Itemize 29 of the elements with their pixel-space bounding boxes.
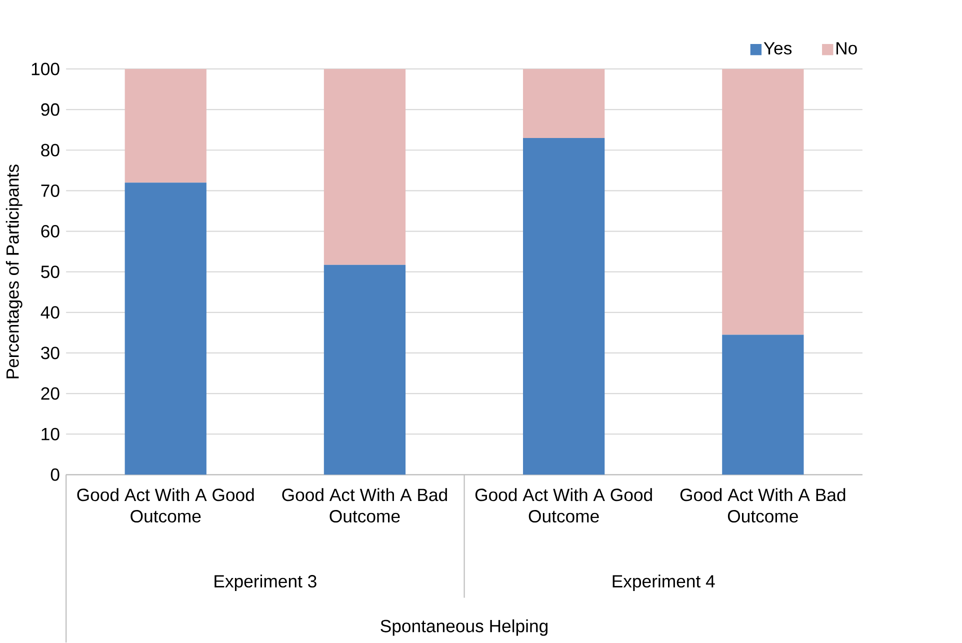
bar: [324, 264, 406, 475]
y-tick-label: 50: [41, 266, 60, 278]
y-tick-label: 30: [41, 346, 60, 360]
x-tick-label: Good Act With A Good Outcome: [475, 488, 652, 522]
bar: [324, 68, 406, 265]
bar: [722, 68, 804, 335]
bar: [124, 68, 206, 183]
bar: [523, 68, 605, 138]
legend-label: No: [836, 42, 857, 54]
y-tick-label: 90: [41, 103, 60, 116]
bar: [722, 334, 804, 475]
y-axis-title: Percentages of Participants: [6, 164, 22, 378]
bar: [523, 138, 605, 475]
y-tick-label: 80: [41, 144, 60, 156]
x-tick-label: Good Act With A Good Outcome: [77, 488, 254, 522]
x-tick-label: Good Act With A Bad Outcome: [680, 488, 846, 522]
text: Experiment 4: [612, 574, 715, 592]
text: Spontaneous Helping: [380, 619, 548, 636]
y-tick-label: 20: [41, 387, 60, 400]
bar: [124, 182, 206, 475]
y-tick-label: 100: [32, 62, 60, 76]
x-tick-label: Good Act With A Bad Outcome: [282, 488, 447, 522]
y-tick-label: 10: [42, 428, 60, 440]
y-tick-label: 0: [50, 468, 60, 481]
text: Experiment 3: [214, 574, 316, 592]
y-tick-label: 70: [41, 184, 60, 197]
y-tick-label: 60: [41, 224, 60, 238]
y-tick-label: 40: [40, 306, 60, 319]
legend-label: Yes: [764, 42, 792, 54]
